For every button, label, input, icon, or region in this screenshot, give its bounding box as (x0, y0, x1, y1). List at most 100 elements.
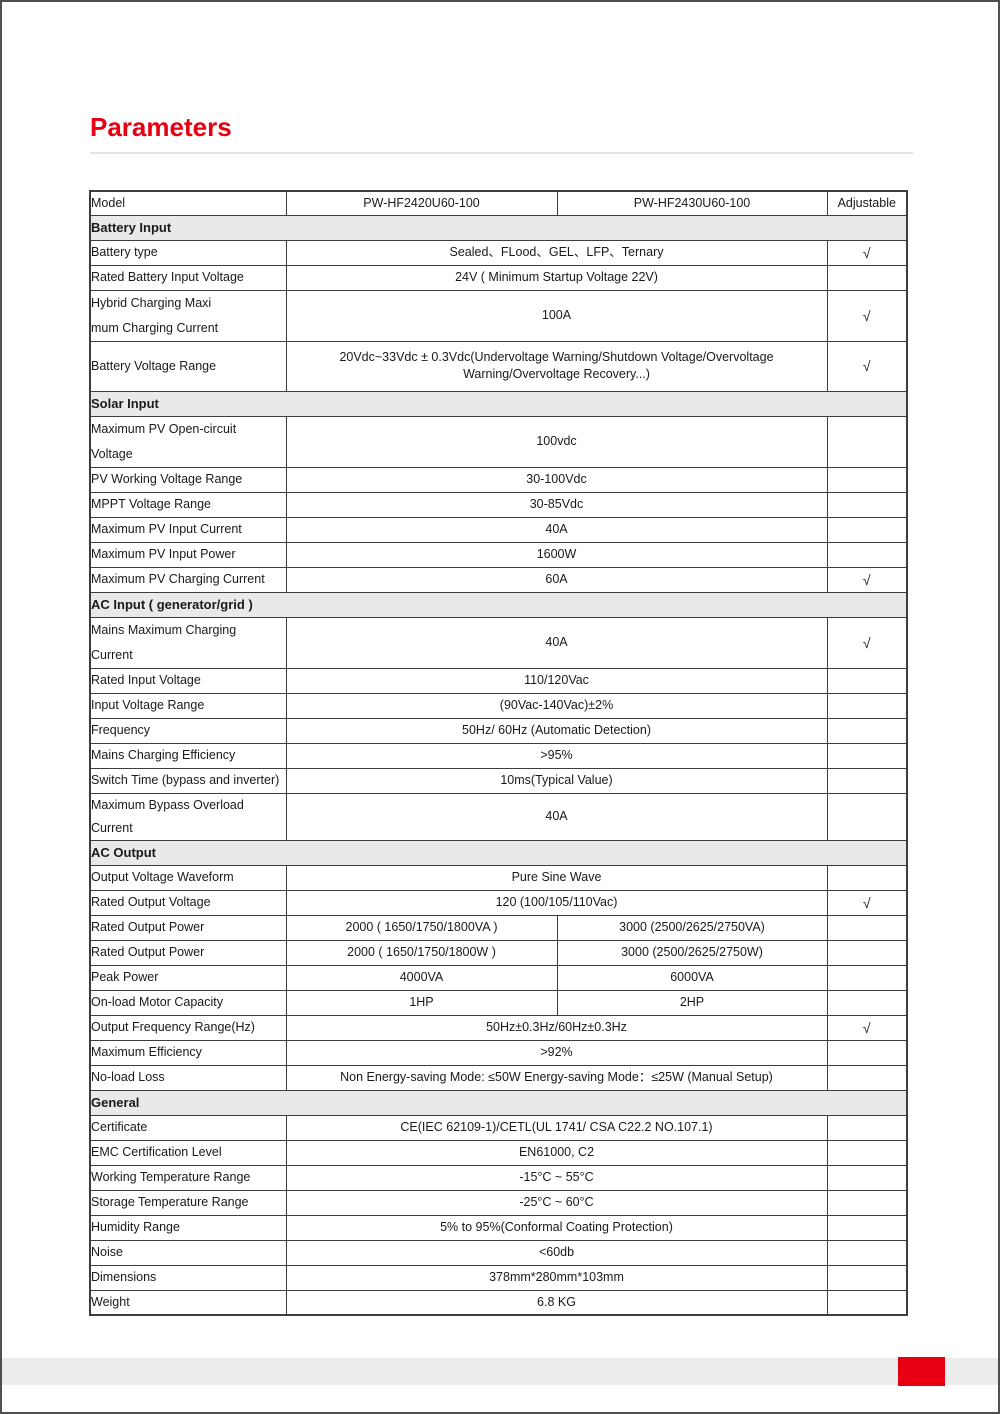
table-row: Rated Output Voltage 120 (100/105/110Vac)… (89, 889, 908, 916)
row-value: 40A (285, 792, 828, 841)
row-label: Frequency (89, 717, 287, 744)
column-header-model: Model (89, 190, 287, 216)
row-label: Maximum Efficiency (89, 1039, 287, 1066)
row-value: -15°C ~ 55°C (285, 1164, 828, 1191)
row-label: Maximum Bypass Overload Current (89, 792, 287, 841)
table-row: Weight 6.8 KG (89, 1289, 908, 1316)
row-value: Sealed、FLood、GEL、LFP、Ternary (285, 239, 828, 266)
adjustable-check (826, 1189, 908, 1216)
row-label: Rated Output Voltage (89, 889, 287, 916)
adjustable-check (826, 1214, 908, 1241)
table-row: Output Frequency Range(Hz) 50Hz±0.3Hz/60H… (89, 1014, 908, 1041)
table-row: Dimensions 378mm*280mm*103mm (89, 1264, 908, 1291)
row-value: 20Vdc~33Vdc ± 0.3Vdc(Undervoltage Warnin… (285, 340, 828, 392)
row-value: 110/120Vac (285, 667, 828, 694)
section-row: AC Output (89, 839, 908, 866)
table-row: Rated Output Power 2000 ( 1650/1750/1800W… (89, 939, 908, 966)
row-value: 1600W (285, 541, 828, 568)
section-row: AC Input ( generator/grid ) (89, 591, 908, 618)
table-row: PV Working Voltage Range 30-100Vdc (89, 466, 908, 493)
row-label: Maximum PV Input Power (89, 541, 287, 568)
row-value: Non Energy-saving Mode: ≤50W Energy-savi… (285, 1064, 828, 1091)
row-label: Noise (89, 1239, 287, 1266)
table-row: On-load Motor Capacity 1HP 2HP (89, 989, 908, 1016)
row-value: 378mm*280mm*103mm (285, 1264, 828, 1291)
table-row: Maximum PV Input Current 40A (89, 516, 908, 543)
table-row: Working Temperature Range -15°C ~ 55°C (89, 1164, 908, 1191)
row-value: 6.8 KG (285, 1289, 828, 1316)
section-row: Battery Input (89, 214, 908, 241)
adjustable-check (826, 914, 908, 941)
row-label: Output Voltage Waveform (89, 864, 287, 891)
table-row: EMC Certification Level EN61000, C2 (89, 1139, 908, 1166)
table-row: Storage Temperature Range -25°C ~ 60°C (89, 1189, 908, 1216)
table-row: Battery type Sealed、FLood、GEL、LFP、Ternary… (89, 239, 908, 266)
row-label: Mains Charging Efficiency (89, 742, 287, 769)
row-value: Pure Sine Wave (285, 864, 828, 891)
section-title: AC Input ( generator/grid ) (89, 591, 908, 618)
row-value: <60db (285, 1239, 828, 1266)
adjustable-check (826, 1039, 908, 1066)
row-label: No-load Loss (89, 1064, 287, 1091)
row-value: 120 (100/105/110Vac) (285, 889, 828, 916)
adjustable-check (826, 1114, 908, 1141)
column-header-model-1: PW-HF2420U60-100 (285, 190, 558, 216)
table-row: Mains Charging Efficiency >95% (89, 742, 908, 769)
table-row: Rated Battery Input Voltage 24V ( Minimum… (89, 264, 908, 291)
table-row: Frequency 50Hz/ 60Hz (Automatic Detection… (89, 717, 908, 744)
table-row: Peak Power 4000VA 6000VA (89, 964, 908, 991)
row-label: Hybrid Charging Maxi mum Charging Current (89, 289, 287, 342)
adjustable-check (826, 742, 908, 769)
adjustable-check (826, 1289, 908, 1316)
adjustable-check: √ (826, 340, 908, 392)
adjustable-check: √ (826, 289, 908, 342)
table-row: Maximum Efficiency >92% (89, 1039, 908, 1066)
adjustable-check (826, 717, 908, 744)
row-value-model-2: 3000 (2500/2625/2750VA) (556, 914, 828, 941)
row-value-model-2: 6000VA (556, 964, 828, 991)
table-row: MPPT Voltage Range 30-85Vdc (89, 491, 908, 518)
row-label: Working Temperature Range (89, 1164, 287, 1191)
table-row: Maximum PV Input Power 1600W (89, 541, 908, 568)
row-label: Rated Output Power (89, 939, 287, 966)
adjustable-check (826, 1139, 908, 1166)
row-label: PV Working Voltage Range (89, 466, 287, 493)
table-row: Maximum Bypass Overload Current 40A (89, 792, 908, 841)
table-row: Rated Input Voltage 110/120Vac (89, 667, 908, 694)
adjustable-check (826, 792, 908, 841)
row-value: 40A (285, 516, 828, 543)
row-label: On-load Motor Capacity (89, 989, 287, 1016)
row-value: EN61000, C2 (285, 1139, 828, 1166)
row-label: EMC Certification Level (89, 1139, 287, 1166)
row-label: Rated Input Voltage (89, 667, 287, 694)
row-value-model-2: 3000 (2500/2625/2750W) (556, 939, 828, 966)
row-value: >95% (285, 742, 828, 769)
table-row: Battery Voltage Range 20Vdc~33Vdc ± 0.3Vd… (89, 340, 908, 392)
row-label: Output Frequency Range(Hz) (89, 1014, 287, 1041)
row-label: Maximum PV Charging Current (89, 566, 287, 593)
row-label: Maximum PV Input Current (89, 516, 287, 543)
table-row: Maximum PV Open-circuit Voltage 100vdc (89, 415, 908, 468)
adjustable-check: √ (826, 1014, 908, 1041)
table-row: Rated Output Power 2000 ( 1650/1750/1800V… (89, 914, 908, 941)
adjustable-check (826, 264, 908, 291)
adjustable-check (826, 541, 908, 568)
row-value-model-2: 2HP (556, 989, 828, 1016)
row-label: Weight (89, 1289, 287, 1316)
adjustable-check (826, 692, 908, 719)
title-underline (90, 152, 913, 154)
section-row: Solar Input (89, 390, 908, 417)
row-label: MPPT Voltage Range (89, 491, 287, 518)
adjustable-check (826, 491, 908, 518)
row-value: 30-100Vdc (285, 466, 828, 493)
table-row: No-load Loss Non Energy-saving Mode: ≤50W… (89, 1064, 908, 1091)
adjustable-check (826, 1264, 908, 1291)
row-value: 10ms(Typical Value) (285, 767, 828, 794)
table-row: Noise <60db (89, 1239, 908, 1266)
adjustable-check (826, 466, 908, 493)
row-value: (90Vac-140Vac)±2% (285, 692, 828, 719)
row-label: Battery type (89, 239, 287, 266)
row-value: 40A (285, 616, 828, 669)
column-header-adjustable: Adjustable (826, 190, 908, 216)
table-row: Maximum PV Charging Current 60A √ (89, 566, 908, 593)
